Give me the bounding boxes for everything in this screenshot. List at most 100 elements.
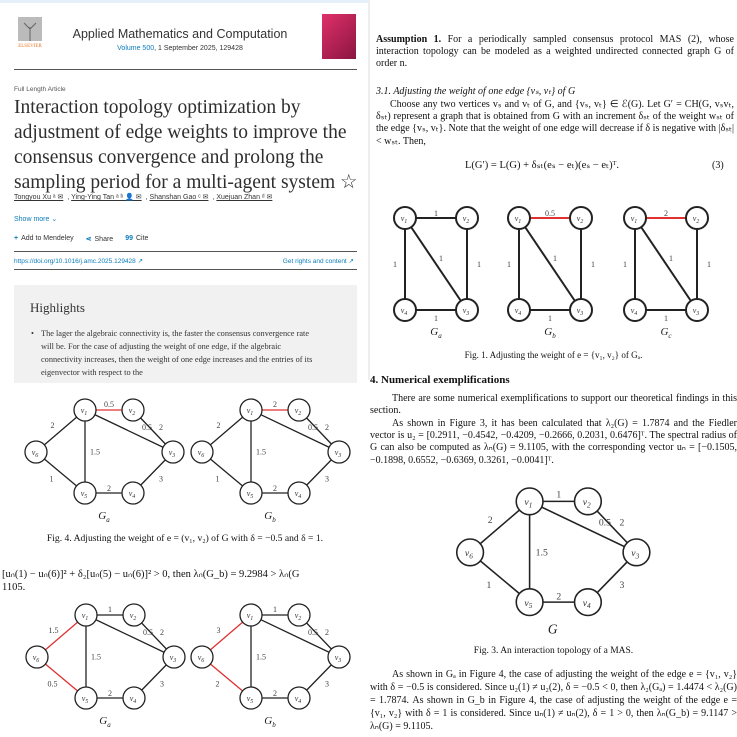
node-label: v6 <box>32 448 39 459</box>
graph-edge <box>634 217 698 311</box>
doi-link[interactable]: https://doi.org/10.1016/j.amc.2025.12942… <box>14 258 144 265</box>
volume-link[interactable]: Volume 500 <box>117 45 155 52</box>
edge-weight-label: 2 <box>325 628 329 637</box>
equation: L(G′) = L(G) + δₛₜ(eₛ − eₜ)(eₛ − eₜ)ᵀ. <box>465 160 620 171</box>
edge-weight-label: 1 <box>439 254 443 263</box>
journal-title[interactable]: Applied Mathematics and Computation <box>72 27 288 41</box>
node-label: v4 <box>295 694 302 705</box>
plus-icon: + <box>14 235 19 242</box>
edge-weight-label: 1 <box>664 314 668 323</box>
graph-node <box>507 206 531 230</box>
fig-graph-gb-bottom: 1 2 0.5 1.5 3 2 2 3 v1 v2 v3 v4 v5 v6 Gb <box>190 603 351 729</box>
edge-weight-label: 2 <box>556 592 561 603</box>
edge-weight-label: 1 <box>591 260 595 269</box>
edge-weight-label: 1 <box>486 580 491 591</box>
show-more-button[interactable]: Show more ⌄ <box>14 216 58 223</box>
journal-cover-image[interactable] <box>322 14 356 59</box>
edge-weight-label: 2 <box>51 421 55 430</box>
node-label: v5 <box>81 489 88 500</box>
edge-weight-label: 2 <box>325 423 329 432</box>
article-type: Full Length Article <box>14 86 66 93</box>
edge-weight-label: 1 <box>669 254 673 263</box>
fig4-caption: Fig. 4. Adjusting the weight of e = (v₁,… <box>46 533 324 544</box>
graph-node <box>573 587 603 617</box>
graph-node <box>685 206 709 230</box>
node-label: v5 <box>247 489 254 500</box>
node-label: v2 <box>295 406 302 417</box>
graph-node <box>393 298 417 322</box>
graph-label: Gb <box>544 326 556 340</box>
fig1-caption: Fig. 1. Adjusting the weight of e = {v₁,… <box>464 350 643 360</box>
edge-weight-label: 1 <box>477 260 481 269</box>
edge-weight-label: 2 <box>664 209 668 218</box>
node-label: v1 <box>515 214 522 225</box>
node-label: v4 <box>130 694 137 705</box>
section-heading: 4. Numerical exemplifications <box>370 374 510 386</box>
graph-node <box>239 603 263 627</box>
graph-node <box>287 603 311 627</box>
edge-weight-label: 1.5 <box>91 653 101 662</box>
node-label: v3 <box>169 448 176 459</box>
node-label: v4 <box>295 489 302 500</box>
graph-node <box>327 440 351 464</box>
add-to-mendeley-button[interactable]: + Add to Mendeley <box>14 235 74 243</box>
graph-edge <box>250 614 340 658</box>
graph-node <box>74 603 98 627</box>
graph-node <box>623 298 647 322</box>
edge-weight-label: 1 <box>707 260 711 269</box>
graph-node <box>190 645 214 669</box>
edge-weight-label: 0.5 <box>599 518 611 529</box>
node-label: v3 <box>577 306 584 317</box>
share-icon: ⋖ <box>85 236 92 243</box>
volume-info: Volume 500, 1 September 2025, 129428 <box>60 45 300 52</box>
paragraph: There are some numerical exemplification… <box>370 393 737 417</box>
graph-node <box>190 440 214 464</box>
node-label: v5 <box>82 694 89 705</box>
graph-node <box>121 398 145 422</box>
cite-button[interactable]: 99 Cite <box>125 235 148 243</box>
divider <box>14 251 357 252</box>
node-label: v2 <box>693 214 700 225</box>
graph-node <box>239 398 263 422</box>
node-label: v1 <box>81 406 88 417</box>
graph-node <box>73 481 97 505</box>
edge-weight-label: 1.5 <box>536 547 548 558</box>
node-label: v5 <box>524 598 532 610</box>
node-label: v2 <box>583 497 591 509</box>
share-button[interactable]: ⋖ Share <box>86 235 114 243</box>
author-link[interactable]: Shanshan Gao ᶜ ✉ <box>149 194 209 201</box>
graph-edge <box>85 614 175 658</box>
author-link[interactable]: Tongyou Xu ᵃ ✉ <box>14 194 64 201</box>
graph-node <box>73 398 97 422</box>
assumption-paragraph: Assumption 1. For a periodically sampled… <box>376 34 734 71</box>
graph-label: Gb <box>264 510 276 524</box>
fig3-caption: Fig. 3. An interaction topology of a MAS… <box>473 646 634 656</box>
graph-node <box>573 487 603 516</box>
add-to-mendeley-label: Add to Mendeley <box>21 235 74 242</box>
fig-graph-ga-bottom: 1 2 0.5 1.5 1.5 0.5 2 3 v1 v2 v3 v4 v5 v6 Ga <box>25 603 186 729</box>
graph-label: G <box>548 622 558 637</box>
graph-node <box>455 206 479 230</box>
edge-weight-label: 1 <box>556 490 561 501</box>
article-webpage: ELSEVIER Applied Mathematics and Computa… <box>0 0 370 383</box>
edge-weight-label: 1 <box>50 475 54 484</box>
graph-edge <box>404 217 468 311</box>
edge-weight-label: 3 <box>217 626 221 635</box>
elsevier-logo[interactable]: ELSEVIER <box>14 15 46 49</box>
equation-number: (3) <box>712 160 724 171</box>
graph-node <box>161 440 185 464</box>
author-link[interactable]: Xuejuan Zhan ᵈ ✉ <box>216 194 273 201</box>
edge-weight-label: 3 <box>159 475 163 484</box>
graph-label: Gc <box>660 326 672 340</box>
node-label: v6 <box>198 653 205 664</box>
graph-node <box>122 686 146 710</box>
edge-weight-label: 1 <box>553 254 557 263</box>
node-label: v1 <box>82 611 89 622</box>
edge-weight-label: 2 <box>217 421 221 430</box>
rights-link[interactable]: Get rights and content ↗ <box>282 258 354 265</box>
author-link[interactable]: Ying-Ying Tan ᵃ ᵇ 👤 ✉ <box>71 194 142 201</box>
graph-node <box>287 686 311 710</box>
assumption-label: Assumption 1. <box>376 34 442 45</box>
edge-weight-label: 1 <box>393 260 397 269</box>
edge-weight-label: 1.5 <box>90 448 100 457</box>
